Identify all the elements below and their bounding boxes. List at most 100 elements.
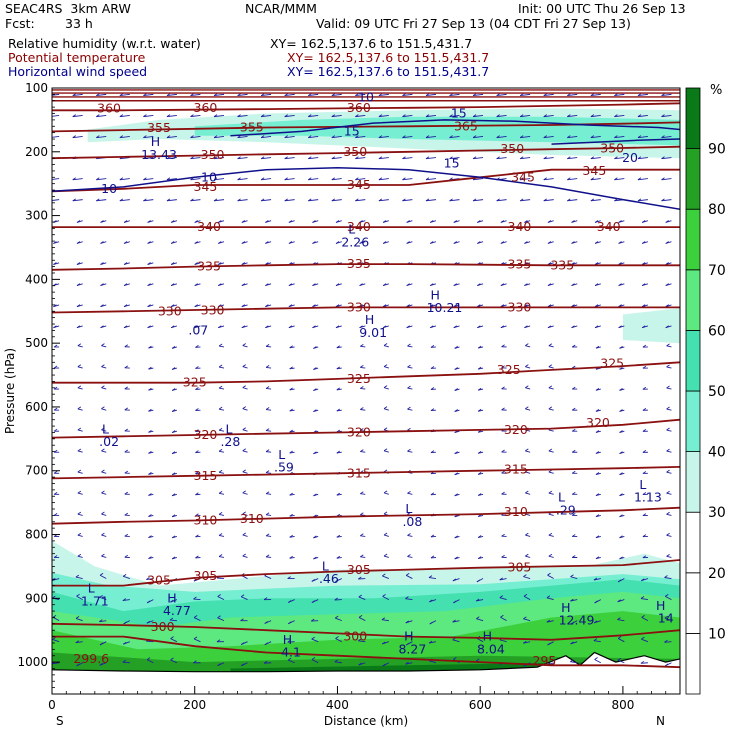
wind-vector-head — [449, 198, 453, 202]
wind-vector-head — [260, 114, 265, 118]
wind-vector-head — [570, 659, 574, 663]
wind-vector-head — [331, 93, 336, 96]
wind-vector — [52, 639, 60, 643]
theta-label: 360 — [97, 100, 121, 115]
wind-vector-head — [595, 451, 600, 454]
wind-vector-head — [355, 198, 359, 202]
wind-vector-head — [477, 220, 481, 223]
wind-vector-head — [52, 614, 57, 618]
wind-vector-head — [453, 220, 458, 223]
wind-vector-head — [240, 663, 245, 667]
wind-vector-head — [170, 262, 175, 265]
wind-vector — [101, 450, 107, 453]
wind-vector-head — [425, 198, 430, 202]
wind-vector-head — [166, 135, 171, 139]
wind-vector-head — [472, 198, 477, 202]
wind-vector-head — [335, 241, 340, 244]
wind-vector-head — [122, 573, 127, 577]
wind-vector — [378, 114, 389, 118]
wind-vector-head — [312, 325, 316, 329]
wind-vector-head — [170, 636, 174, 639]
wind-vector — [525, 534, 531, 537]
wind-vector-head — [548, 343, 553, 347]
wind-vector-head — [594, 283, 599, 286]
wind-label: .02 — [99, 434, 119, 449]
theta-label: 340 — [197, 219, 221, 234]
wind-vector-head — [619, 430, 623, 433]
wind-vector-head — [402, 135, 406, 139]
wind-vector-head — [335, 579, 339, 582]
wind-label: L — [278, 447, 285, 462]
wind-vector-head — [313, 346, 317, 349]
wind-vector-head — [242, 364, 247, 367]
wind-vector-head — [500, 325, 505, 329]
wind-vector-head — [147, 325, 151, 329]
wind-vector — [76, 595, 83, 600]
wind-vector — [311, 638, 319, 643]
wind-vector — [266, 535, 272, 537]
wind-vector-head — [425, 93, 430, 96]
wind-vector — [331, 114, 342, 118]
wind-vector-head — [618, 262, 622, 265]
wind-vector-head — [642, 555, 647, 559]
wind-vector-head — [382, 220, 387, 223]
wind-vector-head — [53, 344, 58, 348]
wind-vector — [383, 450, 389, 453]
wind-vector-head — [148, 345, 152, 349]
wind-vector-head — [383, 343, 388, 346]
wind-vector-head — [402, 177, 406, 181]
wind-vector-head — [53, 386, 58, 390]
wind-vector-head — [548, 448, 553, 452]
wind-vector-head — [406, 241, 410, 244]
wind-vector — [218, 556, 225, 558]
wind-vector — [520, 178, 531, 181]
wind-vector-head — [265, 449, 270, 452]
wind-vector — [166, 114, 177, 118]
wind-vector — [266, 472, 272, 474]
wind-vector-head — [543, 135, 548, 139]
wind-vector-head — [242, 511, 247, 515]
wind-vector — [242, 534, 248, 537]
wind-vector-head — [430, 492, 435, 496]
wind-vector-head — [313, 493, 317, 497]
wind-vector-head — [335, 220, 340, 223]
wind-vector-head — [499, 595, 504, 599]
wind-vector-head — [119, 114, 124, 118]
wind-vector-head — [287, 639, 291, 643]
wind-vector-head — [213, 114, 218, 118]
wind-vector-head — [264, 621, 268, 624]
wind-vector-head — [383, 490, 388, 494]
wind-vector-head — [242, 385, 247, 388]
theta-label: 325 — [347, 371, 371, 386]
wind-vector-head — [642, 450, 647, 453]
wind-vector — [383, 492, 389, 495]
wind-vector-head — [213, 177, 218, 181]
wind-vector-head — [101, 469, 105, 473]
wind-vector-head — [218, 343, 223, 347]
wind-vector-head — [567, 177, 571, 181]
wind-vector — [449, 157, 460, 160]
wind-vector-head — [96, 198, 100, 202]
wind-vector-head — [359, 241, 363, 244]
wind-vector — [75, 576, 83, 579]
wind-label: 14 — [658, 611, 674, 626]
wind-vector — [75, 617, 83, 622]
wind-vector-head — [194, 220, 198, 223]
wind-vector-head — [288, 220, 293, 223]
x-end-right: N — [656, 714, 665, 728]
wind-vector-head — [570, 621, 575, 625]
theta-label: 335 — [550, 257, 574, 272]
wind-vector-head — [360, 449, 364, 452]
wind-vector — [119, 157, 130, 160]
wind-vector — [355, 199, 366, 202]
wind-vector-head — [77, 364, 82, 368]
theta-contour-320 — [52, 418, 680, 439]
wind-vector-head — [75, 574, 80, 578]
wind-vector — [355, 93, 366, 97]
wind-vector — [496, 199, 507, 202]
wind-vector — [666, 387, 672, 390]
wind-vector-head — [101, 490, 105, 494]
wind-vector-head — [614, 177, 618, 181]
wind-label: H — [365, 312, 374, 327]
wind-vector-head — [405, 596, 409, 600]
